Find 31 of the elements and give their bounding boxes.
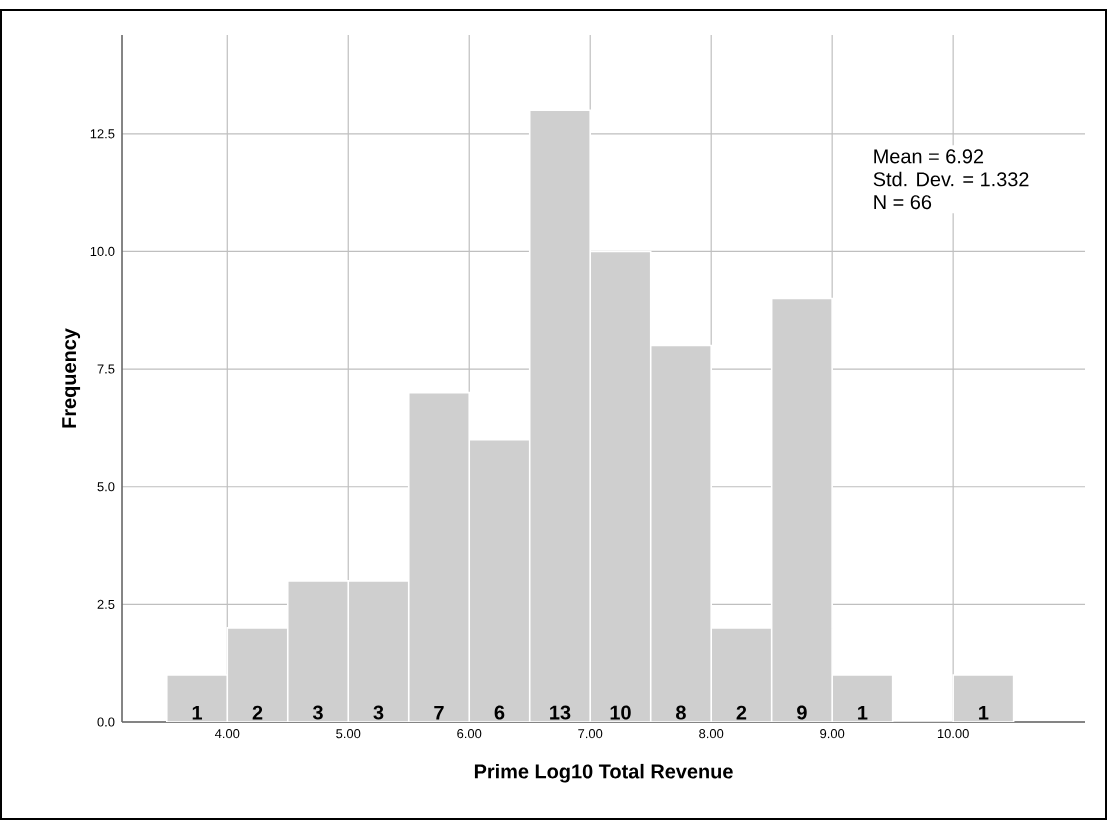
data-label: 13 (550, 705, 571, 720)
x-tick-label: 8.00 (699, 729, 724, 739)
y-tick-label: 2.5 (97, 599, 115, 609)
data-label: 1 (192, 705, 203, 720)
y-tick-label: 0.0 (97, 717, 115, 727)
data-label: 10 (610, 705, 631, 720)
data-label: 9 (797, 705, 807, 720)
data-label: 3 (312, 705, 323, 720)
y-tick-label: 5.0 (97, 482, 115, 492)
y-tick-label: 12.5 (90, 129, 115, 139)
annotation: N = 66 (874, 195, 932, 210)
data-label: 3 (373, 705, 384, 720)
data-label: 8 (676, 705, 686, 720)
x-tick-label: 6.00 (457, 729, 482, 739)
data-label: 1 (858, 705, 868, 720)
data-label: 2 (736, 705, 747, 720)
x-tick-label: 9.00 (820, 729, 845, 739)
data-label: 7 (434, 705, 444, 720)
y-axis-title: Frequency (62, 328, 81, 428)
y-tick-label: 7.5 (97, 364, 115, 374)
y-tick-label: 10.0 (90, 246, 115, 257)
x-axis-title: Prime Log10 Total Revenue (474, 763, 733, 783)
x-tick-label: 7.00 (578, 729, 603, 739)
x-tick-label: 10.00 (937, 729, 969, 739)
x-tick-label: 5.00 (336, 729, 361, 739)
data-label: 6 (494, 705, 505, 720)
data-label: 1 (979, 705, 989, 720)
annotation: Std. Dev. = 1.332 (873, 171, 1029, 187)
x-tick-label: 4.00 (214, 729, 240, 739)
annotation: Mean = 6.92 (874, 149, 984, 164)
data-label: 2 (252, 705, 263, 720)
